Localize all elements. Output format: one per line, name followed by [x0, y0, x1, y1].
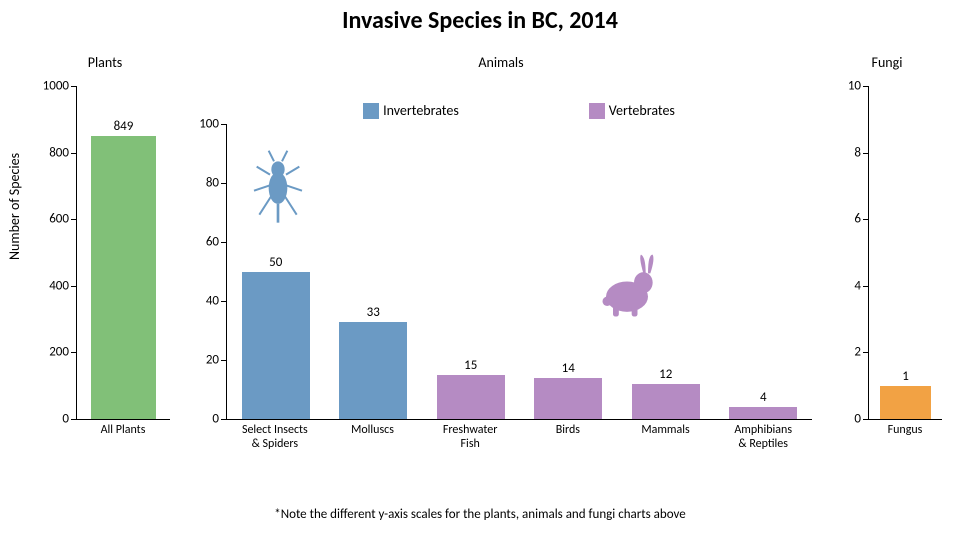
y-tick-label: 0: [854, 412, 861, 427]
panel-fungi: Fungi 02468101 Fungus: [832, 60, 942, 460]
x-category-label: Molluscs: [324, 422, 422, 460]
bar-slot: 12: [617, 124, 715, 419]
legend-label-vertebrates: Vertebrates: [609, 102, 675, 119]
bar: 15: [437, 375, 505, 419]
bars-group: 849: [77, 86, 170, 419]
legend-label-invertebrates: Invertebrates: [383, 102, 459, 119]
x-category-label: Mammals: [617, 422, 715, 460]
y-tick-label: 200: [49, 345, 69, 360]
legend-invertebrates: Invertebrates: [363, 102, 459, 119]
bar-value-label: 14: [534, 361, 602, 376]
legend-vertebrates: Vertebrates: [589, 102, 675, 119]
legend-swatch-vertebrates: [589, 103, 605, 119]
bar: 4: [729, 407, 797, 419]
bar: 1: [880, 386, 931, 419]
y-tick-label: 4: [854, 278, 861, 293]
y-tick-label: 100: [199, 117, 219, 132]
bar-slot: 15: [422, 124, 520, 419]
x-category-label: Fungus: [868, 422, 942, 460]
xlabels-plants: All Plants: [76, 422, 170, 460]
bar-slot: 849: [77, 86, 170, 419]
x-category-label: Birds: [519, 422, 617, 460]
y-tick: [863, 419, 869, 420]
plot-animals: 02040608010050331514124: [226, 124, 812, 420]
y-tick-label: 6: [854, 212, 861, 227]
bars-group: 1: [869, 86, 942, 419]
bar-value-label: 33: [339, 305, 407, 320]
bars-group: 50 33 15 14 12 4: [227, 124, 812, 419]
panel-fungi-title: Fungi: [832, 54, 942, 71]
bar-slot: 33: [325, 124, 423, 419]
legend-swatch-invertebrates: [363, 103, 379, 119]
bar: 12: [632, 384, 700, 419]
bar-value-label: 1: [880, 369, 931, 384]
bar-slot: 4: [715, 124, 813, 419]
panel-plants-title: Plants: [40, 54, 170, 71]
x-category-label: All Plants: [76, 422, 170, 460]
x-category-label: Select Insects& Spiders: [226, 422, 324, 460]
bar-value-label: 12: [632, 367, 700, 382]
x-category-label: Amphibians& Reptiles: [714, 422, 812, 460]
xlabels-animals: Select Insects& SpidersMolluscsFreshwate…: [226, 422, 812, 460]
y-tick-label: 600: [49, 212, 69, 227]
y-tick: [71, 419, 77, 420]
animals-legend: Invertebrates Vertebrates: [226, 102, 812, 119]
y-tick-label: 40: [206, 294, 219, 309]
y-tick-label: 10: [848, 79, 861, 94]
xlabels-fungi: Fungus: [868, 422, 942, 460]
bar: 33: [339, 322, 407, 419]
bar: 50: [242, 272, 310, 420]
y-tick-label: 80: [206, 176, 219, 191]
footnote: *Note the different y-axis scales for th…: [0, 507, 960, 522]
panel-animals-title: Animals: [190, 54, 812, 71]
y-tick-label: 8: [854, 145, 861, 160]
y-tick-label: 1000: [43, 79, 69, 94]
y-tick-label: 0: [212, 412, 219, 427]
y-tick-label: 800: [49, 145, 69, 160]
bar: 14: [534, 378, 602, 419]
page-title: Invasive Species in BC, 2014: [0, 6, 960, 35]
plot-fungi: 02468101: [868, 86, 942, 420]
plot-plants: 02004006008001000849: [76, 86, 170, 420]
y-tick: [221, 419, 227, 420]
y-tick-label: 20: [206, 353, 219, 368]
y-tick-label: 0: [62, 412, 69, 427]
bar: 849: [91, 136, 156, 419]
panel-animals: Animals Invertebrates Vertebrates 020406…: [190, 60, 812, 460]
charts-container: Plants 02004006008001000849 All Plants A…: [40, 60, 942, 460]
y-tick-label: 2: [854, 345, 861, 360]
panel-plants: Plants 02004006008001000849 All Plants: [40, 60, 170, 460]
bar-slot: 50: [227, 124, 325, 419]
y-tick-label: 60: [206, 235, 219, 250]
bar-value-label: 849: [91, 119, 156, 134]
x-category-label: FreshwaterFish: [421, 422, 519, 460]
bar-value-label: 15: [437, 358, 505, 373]
bar-value-label: 4: [729, 390, 797, 405]
bar-slot: 1: [869, 86, 942, 419]
y-axis-label: Number of Species: [6, 153, 23, 260]
bar-value-label: 50: [242, 255, 310, 270]
y-tick-label: 400: [49, 278, 69, 293]
bar-slot: 14: [520, 124, 618, 419]
